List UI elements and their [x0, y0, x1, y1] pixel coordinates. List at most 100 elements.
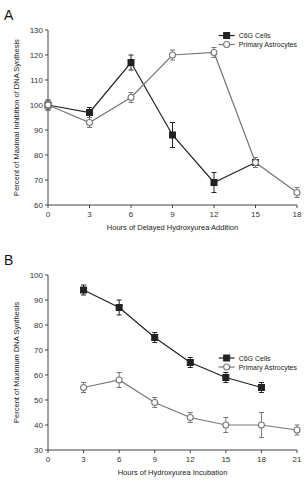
- x-tick: [131, 205, 132, 208]
- data-point: [223, 375, 229, 381]
- y-axis-line: [48, 275, 49, 450]
- x-tick: [154, 450, 155, 453]
- y-axis-label: Percent of Maximal Inhibition of DNA Syn…: [12, 39, 21, 196]
- error-bar: [223, 418, 228, 433]
- y-tick-label: 100: [30, 271, 44, 280]
- data-point: [253, 160, 259, 166]
- error-bar: [188, 413, 193, 423]
- y-tick: [45, 155, 48, 156]
- error-bar: [117, 373, 122, 388]
- panel-title: A: [4, 7, 14, 23]
- y-tick: [45, 30, 48, 31]
- y-tick: [45, 450, 48, 451]
- y-tick-label: 120: [30, 51, 44, 60]
- y-tick-label: 50: [34, 396, 43, 405]
- x-tick: [83, 450, 84, 453]
- y-tick-label: 130: [30, 26, 44, 35]
- error-bar: [152, 398, 157, 408]
- error-bar: [170, 50, 175, 60]
- data-point: [87, 110, 93, 116]
- error-bar: [212, 173, 217, 193]
- data-point: [128, 60, 134, 66]
- plot-area: [45, 48, 300, 198]
- error-bar: [212, 48, 217, 58]
- data-point: [45, 102, 51, 108]
- data-point: [152, 400, 158, 406]
- data-point: [170, 52, 176, 58]
- error-bar: [129, 93, 134, 103]
- panel: 03691215182130405060708090100Hours of Hy…: [4, 252, 302, 477]
- y-tick-label: 80: [34, 151, 43, 160]
- legend: C6G Cells Primary Astrocytes: [219, 355, 298, 372]
- data-point: [128, 95, 134, 101]
- y-tick-label: 70: [34, 346, 43, 355]
- data-point: [187, 415, 193, 421]
- x-tick-label: 15: [251, 210, 260, 219]
- y-axis-label: Percent of Maximum DNA Synthesis: [12, 302, 21, 423]
- x-axis-line: [48, 450, 297, 451]
- x-tick-label: 9: [170, 210, 175, 219]
- x-tick-label: 6: [117, 455, 122, 464]
- data-point: [187, 360, 193, 366]
- legend-marker: [224, 355, 230, 361]
- y-tick: [45, 375, 48, 376]
- data-point: [87, 120, 93, 126]
- error-bar: [295, 425, 300, 435]
- y-tick: [45, 400, 48, 401]
- series-line: [84, 290, 262, 388]
- x-tick-label: 3: [81, 455, 86, 464]
- series-line: [48, 53, 297, 193]
- error-bar: [46, 100, 51, 110]
- data-point: [253, 160, 259, 166]
- y-tick-label: 110: [30, 76, 43, 85]
- x-tick: [214, 205, 215, 208]
- y-tick-label: 30: [34, 446, 43, 455]
- error-bar: [295, 188, 300, 198]
- x-tick-label: 18: [257, 455, 266, 464]
- x-tick: [190, 450, 191, 453]
- y-tick: [45, 300, 48, 301]
- data-point: [258, 385, 264, 391]
- x-tick: [119, 450, 120, 453]
- error-bar: [46, 100, 51, 110]
- data-point: [81, 287, 87, 293]
- y-tick: [45, 55, 48, 56]
- chart-root: 0 3 6 9 12 15 18 60 70 80 90 100 110 120 130 Hours of D…: [0, 0, 307, 500]
- y-tick-label: 90: [34, 126, 43, 135]
- legend-label: Primary Astrocytes: [239, 364, 298, 372]
- data-point: [211, 50, 217, 56]
- y-tick: [45, 350, 48, 351]
- x-tick: [297, 205, 298, 208]
- x-tick-label: 6: [129, 210, 134, 219]
- error-bar: [188, 358, 193, 368]
- data-point: [258, 422, 264, 428]
- error-bar: [253, 158, 258, 168]
- data-point: [170, 132, 176, 138]
- error-bar: [259, 383, 264, 393]
- error-bar: [259, 413, 264, 438]
- x-tick: [255, 205, 256, 208]
- data-point: [294, 190, 300, 196]
- error-bar: [129, 55, 134, 70]
- x-tick-label: 9: [152, 455, 157, 464]
- x-tick-label: 21: [293, 455, 302, 464]
- data-point: [294, 427, 300, 433]
- error-bar: [223, 373, 228, 383]
- legend-label: Primary Astrocytes: [239, 41, 298, 49]
- error-bar: [87, 108, 92, 118]
- y-tick: [45, 275, 48, 276]
- x-tick-label: 0: [46, 455, 51, 464]
- x-tick-label: 12: [186, 455, 195, 464]
- x-tick-label: 3: [87, 210, 92, 219]
- legend-label: C6G Cells: [239, 32, 271, 39]
- x-axis-label: Hours of Delayed Hydroxyurea Addition: [107, 223, 238, 232]
- error-bar: [81, 383, 86, 393]
- legend-marker: [224, 33, 230, 39]
- y-tick-label: 80: [34, 321, 43, 330]
- series-line: [84, 380, 297, 430]
- y-tick: [45, 130, 48, 131]
- y-tick-label: 60: [34, 371, 43, 380]
- legend-label: C6G Cells: [239, 355, 271, 362]
- error-bar: [152, 333, 157, 343]
- legend-marker: [224, 364, 230, 370]
